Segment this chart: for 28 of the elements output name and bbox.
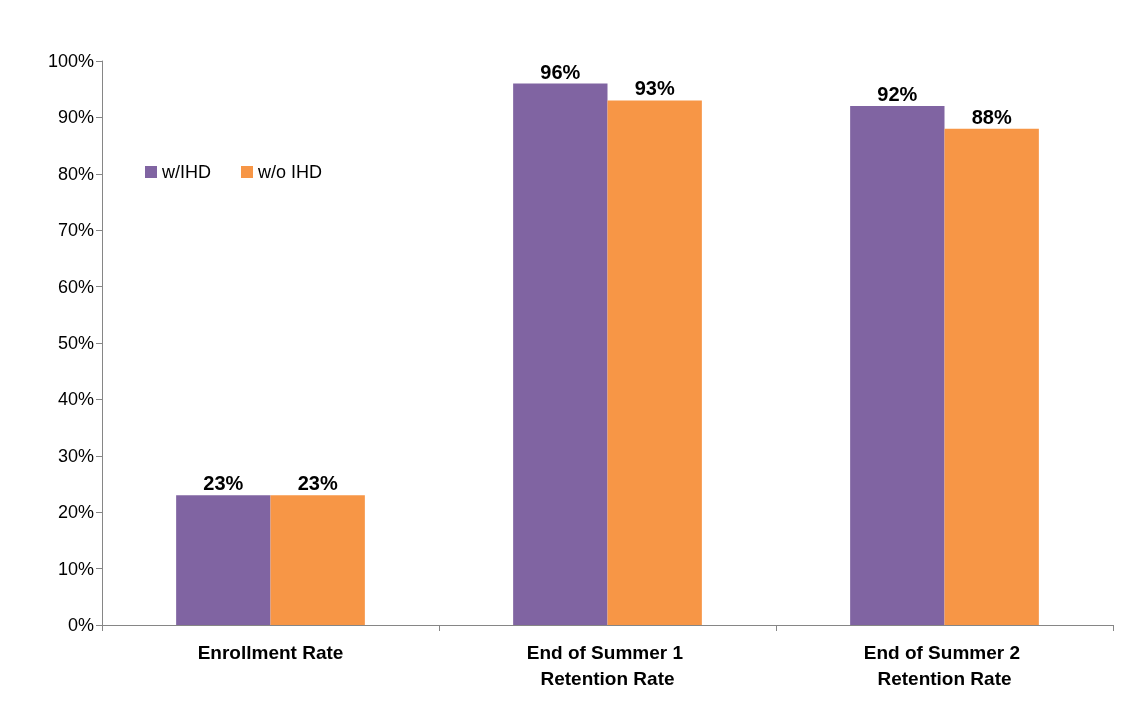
legend-label: w/o IHD [257, 162, 323, 182]
data-label: 23% [203, 472, 244, 495]
data-label: 92% [877, 83, 918, 106]
bar [850, 106, 945, 625]
bar [944, 128, 1039, 625]
bar [607, 100, 702, 625]
y-tick-label: 80% [57, 163, 94, 184]
y-tick-label: 30% [57, 445, 94, 466]
bar [270, 495, 365, 625]
y-tick-label: 90% [57, 107, 94, 128]
y-tick-label: 10% [57, 558, 94, 579]
bar [513, 83, 608, 625]
legend-label: w/IHD [161, 162, 211, 182]
y-tick-label: 70% [57, 220, 94, 241]
x-tick-label: Enrollment Rate [197, 641, 344, 663]
data-label: 96% [540, 60, 581, 83]
y-tick-label: 20% [57, 502, 94, 523]
y-tick-label: 40% [57, 389, 94, 410]
x-tick-label: End of Summer 1 Retention Rate [526, 641, 689, 689]
data-label: 23% [297, 472, 338, 495]
x-tick-label: End of Summer 2 Retention Rate [863, 641, 1026, 689]
y-tick-label: 50% [57, 333, 94, 353]
data-label: 88% [971, 105, 1012, 128]
y-tick-label: 100% [47, 51, 94, 71]
bar [176, 495, 271, 625]
y-tick-label: 0% [67, 615, 94, 635]
y-tick-label: 60% [57, 276, 94, 297]
data-label: 93% [634, 77, 675, 100]
